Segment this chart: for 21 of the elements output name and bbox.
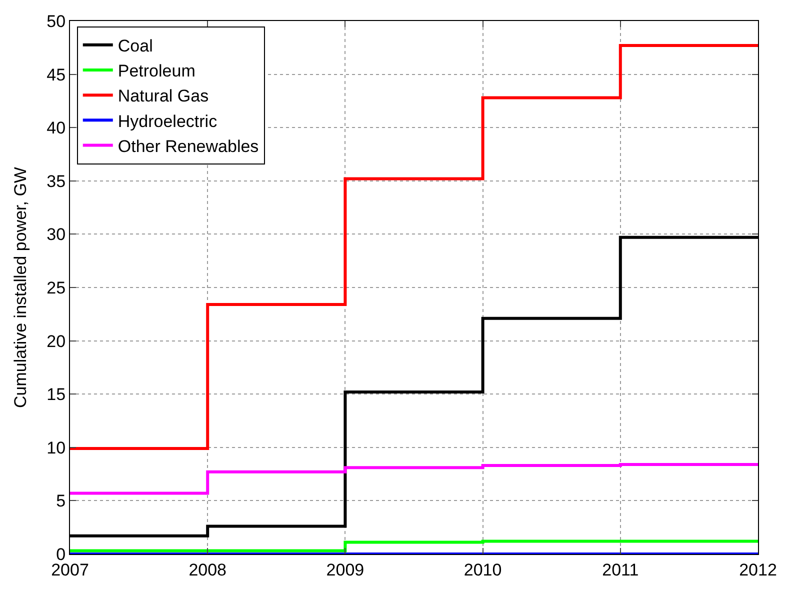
legend-label: Natural Gas [118,86,209,106]
x-tick-label: 2011 [602,560,639,580]
y-tick-label: 10 [46,438,66,458]
y-tick-label: 30 [46,225,66,244]
x-tick-label: 2008 [188,560,227,580]
y-axis-title: Cumulative installed power, GW [11,167,30,408]
legend-label: Other Renewables [118,136,259,156]
y-tick-label: 40 [46,118,66,138]
y-tick-label: 45 [46,65,66,84]
x-tick-label: 2010 [464,560,502,580]
y-tick-label: 5 [56,492,66,511]
x-tick-label: 2009 [326,560,364,580]
y-tick-label: 25 [46,278,66,298]
y-tick-label: 20 [46,332,66,351]
x-tick-label: 2012 [739,560,777,580]
y-tick-label: 50 [46,12,66,31]
y-tick-label: 15 [46,385,66,404]
y-tick-label: 35 [46,172,66,191]
legend-label: Petroleum [118,62,196,81]
legend-label: Hydroelectric [118,112,218,131]
legend-label: Coal [118,36,153,56]
